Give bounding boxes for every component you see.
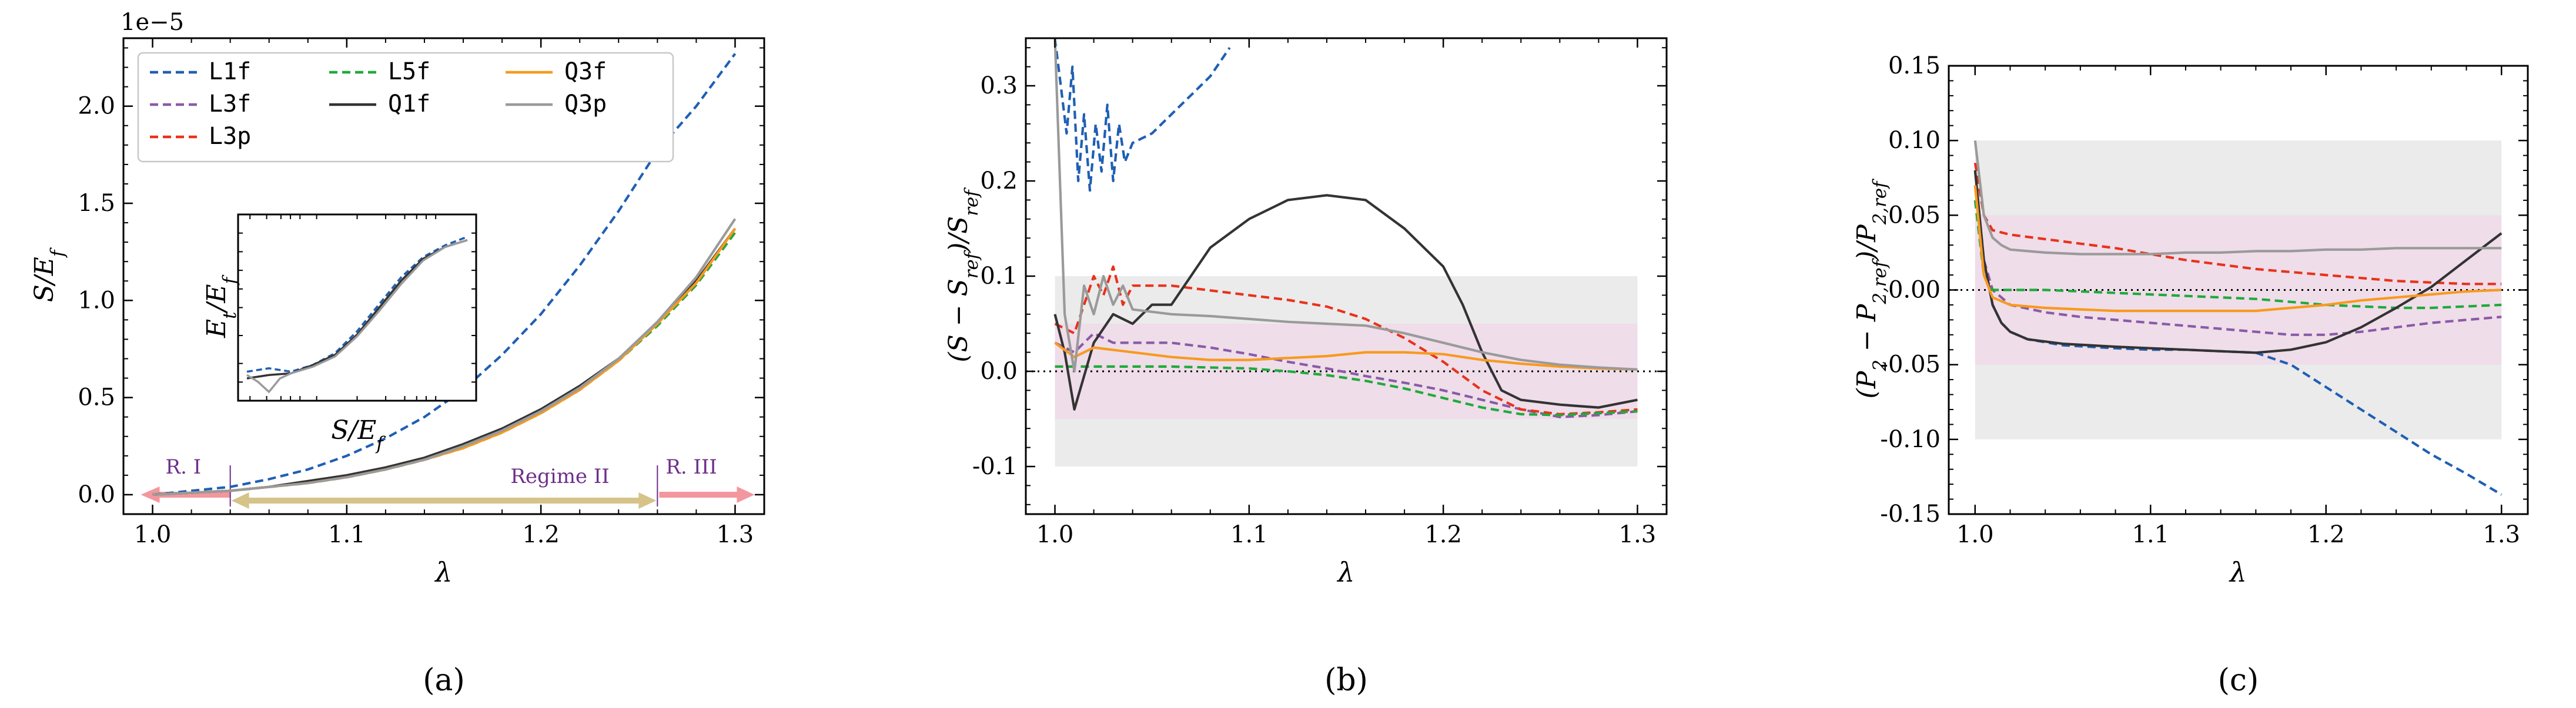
series-line-Q3p [1053, 38, 1638, 373]
y-tick-label: 0.3 [980, 72, 1018, 99]
x-axis-label: λ [2229, 556, 2247, 588]
series-line-L3p [1973, 162, 2502, 286]
series-line-Q1f [1973, 170, 2503, 354]
series-line-L3f [1973, 170, 2502, 336]
y-tick-label: 1.0 [78, 287, 115, 314]
plot-area [1949, 140, 2528, 496]
y-tick-label: 0.00 [1888, 277, 1941, 304]
legend-label-Q3f: Q3f [564, 58, 607, 85]
legend-label-Q3p: Q3p [564, 90, 607, 118]
y-tick-label: -0.1 [972, 453, 1018, 480]
inset-y-label: Et/Ef [202, 274, 240, 338]
y-tick-label: -0.15 [1880, 501, 1941, 528]
y-tick-label: 2.0 [78, 93, 115, 120]
legend-label-L5f: L5f [388, 58, 430, 85]
panel-label: (c) [2218, 663, 2259, 698]
regime-II-arrow [231, 492, 657, 509]
y-tick-label: 0.0 [980, 358, 1018, 385]
inset-series-L1f [246, 236, 468, 373]
legend-label-L3p: L3p [209, 123, 251, 150]
x-tick-label: 1.1 [2132, 521, 2169, 548]
series-line-Q3p [1973, 140, 2502, 256]
panel-label: (a) [423, 663, 465, 698]
legend-label-Q1f: Q1f [388, 90, 430, 118]
regime-I-arrow [140, 486, 230, 503]
y-tick-label: 0.2 [980, 167, 1018, 194]
x-axis-label: λ [1336, 556, 1354, 588]
x-tick-label: 1.3 [717, 521, 754, 548]
legend-label-L3f: L3f [209, 90, 251, 118]
legend: L1f L3f L3p L5f Q1f Q3f Q3p [137, 52, 674, 163]
panel-c: 1.0 1.1 1.2 1.3 -0.15 -0.10 -0.05 0.00 0.05 0.10 0… [1852, 52, 2529, 698]
regime-III-arrow [659, 486, 755, 503]
plot-area [1026, 38, 1667, 467]
x-tick-label: 1.2 [1424, 521, 1462, 548]
y-tick-label: 0.5 [78, 384, 115, 411]
series-line-L3p [1054, 265, 1638, 416]
series-line-L1f [1053, 38, 1231, 192]
x-tick-label: 1.1 [328, 521, 366, 548]
x-tick-label: 1.2 [522, 521, 560, 548]
regime-I-label: R. I [166, 455, 202, 479]
legend-box [137, 52, 674, 163]
series-line-Q1f [1053, 194, 1638, 411]
panel-b: 1.0 1.1 1.2 1.3 -0.1 0.0 0.1 0.2 0.3 λ (S − Sref)/… [944, 37, 1668, 698]
y-axis-label: S/Ef [29, 247, 68, 302]
x-tick-label: 1.0 [1036, 521, 1074, 548]
axis-offset-label: 1e−5 [121, 9, 184, 36]
panel-label: (b) [1324, 663, 1368, 698]
inset-series-Q3p [246, 239, 468, 394]
series-line-L3f [1054, 332, 1638, 418]
axes-frame [122, 37, 765, 515]
y-tick-label: 0.15 [1888, 52, 1941, 79]
y-axis-label: (S − Sref)/Sref [944, 187, 982, 363]
x-tick-label: 1.2 [2307, 521, 2345, 548]
x-tick-label: 1.0 [1956, 521, 1994, 548]
y-tick-label: 0.0 [78, 481, 115, 508]
y-tick-label: -0.10 [1880, 426, 1941, 453]
y-tick-label: 0.05 [1888, 202, 1941, 229]
x-axis-label: λ [434, 556, 452, 588]
y-tick-label: 0.1 [980, 263, 1018, 290]
inset-x-label: S/Ef [331, 415, 386, 454]
y-tick-label: 1.5 [78, 190, 115, 217]
series-line-L5f [1973, 200, 2502, 310]
y-axis-label: (P2 − P2,ref)/P2,ref [1852, 179, 1891, 399]
series-line-Q3f [1054, 341, 1638, 371]
x-tick-label: 1.3 [1619, 521, 1657, 548]
x-tick-label: 1.3 [2483, 521, 2520, 548]
regime-II-label: Regime II [510, 465, 609, 488]
series-line-L5f [1055, 365, 1638, 417]
x-tick-label: 1.0 [134, 521, 172, 548]
plot-area [140, 53, 755, 509]
y-tick-label: -0.05 [1880, 351, 1941, 378]
regime-III-label: R. III [665, 455, 717, 479]
legend-label-L1f: L1f [209, 58, 251, 85]
series-line-Q3p [152, 218, 737, 496]
series-line-Q3f [1973, 185, 2502, 313]
x-tick-label: 1.1 [1230, 521, 1268, 548]
panel-a: R. I Regime II R. III 1.0 1.1 1.2 1.3 0.0 0.5 1.0… [29, 9, 765, 698]
inset-frame [237, 213, 477, 402]
y-tick-label: 0.10 [1888, 127, 1941, 154]
inset-chart: S/Ef Et/Ef [202, 213, 477, 454]
series-line-L1f [152, 53, 737, 496]
